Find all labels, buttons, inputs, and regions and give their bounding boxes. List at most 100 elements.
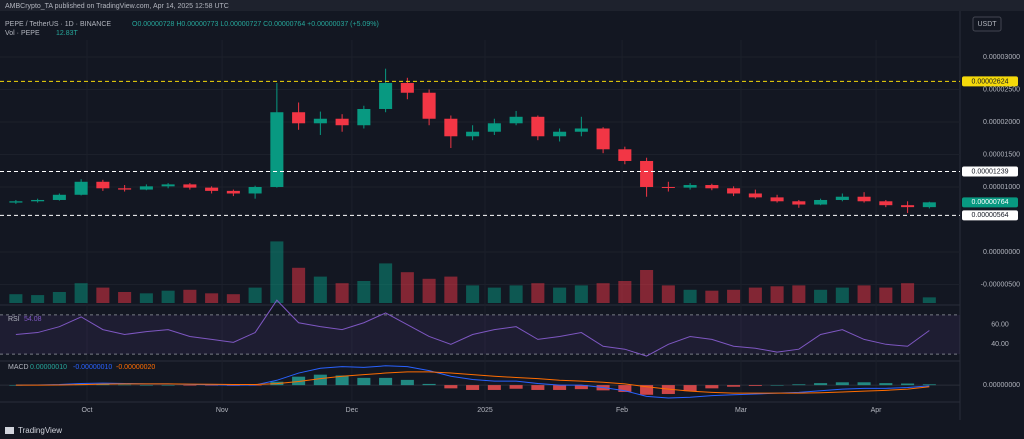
candle-body <box>553 131 567 137</box>
publisher-bar <box>0 0 1024 11</box>
macd-value: -0.00000020 <box>116 364 155 371</box>
logo-icon <box>5 427 14 434</box>
histogram-bar <box>509 385 523 389</box>
histogram-bar <box>618 385 632 392</box>
histogram-bar <box>379 377 393 386</box>
volume-bar <box>618 281 632 303</box>
volume-bar <box>248 287 262 303</box>
vol-value: 12.83T <box>56 30 79 37</box>
currency[interactable]: USDT <box>977 21 997 28</box>
footer-logo[interactable]: TradingView <box>18 426 62 435</box>
volume-bar <box>96 287 110 303</box>
candle-body <box>596 128 610 150</box>
volume-bar <box>792 285 806 303</box>
candle-body <box>705 185 719 189</box>
histogram-bar <box>400 379 414 386</box>
candle-body <box>118 188 132 190</box>
level-tag <box>962 210 1018 221</box>
candle-body <box>52 194 66 200</box>
last-price-label: 0.00000764 <box>972 199 1009 206</box>
volume-bar <box>509 285 523 303</box>
candle-body <box>640 160 654 187</box>
volume-bar <box>292 267 306 303</box>
candle-body <box>400 82 414 93</box>
histogram-bar <box>640 385 654 395</box>
ohlc: O0.00000728 H0.00000773 L0.00000727 C0.0… <box>132 21 379 28</box>
level-label: 0.00000564 <box>972 212 1009 219</box>
candle-body <box>9 201 23 203</box>
histogram-bar <box>139 385 153 386</box>
histogram-bar <box>901 383 915 386</box>
publisher: AMBCrypto_TA published on TradingView.co… <box>5 3 229 10</box>
candle-body <box>444 118 458 137</box>
candle-body <box>205 187 219 191</box>
volume-bar <box>727 289 741 303</box>
candle-body <box>292 112 306 124</box>
level-tag <box>962 76 1018 87</box>
volume-bar <box>139 293 153 303</box>
volume-bar <box>814 289 828 303</box>
x-tick-label: Nov <box>216 407 229 414</box>
volume-bar <box>379 263 393 303</box>
macd-title: MACD <box>8 364 29 371</box>
candle-body <box>683 185 697 188</box>
rsi-title: RSI <box>8 316 20 323</box>
histogram-bar <box>705 385 719 389</box>
candle-body <box>879 201 893 206</box>
volume-bar <box>161 290 175 303</box>
level-label: 0.00001239 <box>972 168 1009 175</box>
candle-body <box>139 186 153 190</box>
volume-bar <box>531 283 545 303</box>
candle-body <box>857 196 871 202</box>
histogram-bar <box>683 385 697 392</box>
histogram-bar <box>313 374 327 386</box>
candle-body <box>161 184 175 187</box>
histogram-bar <box>487 385 501 390</box>
volume-bar <box>574 285 588 303</box>
rsi-line <box>15 299 930 357</box>
candle-body <box>792 201 806 205</box>
candle-body <box>183 184 197 188</box>
candle-body <box>901 205 915 208</box>
x-tick-label: Apr <box>871 407 883 414</box>
histogram-bar <box>922 384 936 386</box>
y-tick-label: 0.00003000 <box>983 54 1020 61</box>
histogram-bar <box>357 377 371 386</box>
candle-body <box>357 108 371 126</box>
histogram-bar <box>466 385 480 390</box>
macd-line <box>15 371 930 394</box>
candle-body <box>96 181 110 189</box>
y-tick-label: -0.00000500 <box>981 281 1020 288</box>
candle-body <box>748 193 762 198</box>
volume-bar <box>683 289 697 303</box>
volume-bar <box>466 285 480 303</box>
volume-bar <box>640 270 654 303</box>
y-tick-label: 0.00001000 <box>983 184 1020 191</box>
volume-bar <box>922 297 936 303</box>
y-tick-label: 0.00002500 <box>983 86 1020 93</box>
histogram-bar <box>335 375 349 386</box>
candle-body <box>814 199 828 205</box>
y-tick-label: 0.00001500 <box>983 151 1020 158</box>
histogram-bar <box>205 385 219 386</box>
volume-bar <box>9 294 23 303</box>
histogram-bar <box>444 385 458 389</box>
symbol: PEPE / TetherUS · 1D · BINANCE <box>5 21 111 28</box>
volume-bar <box>835 287 849 303</box>
histogram-bar <box>531 385 545 390</box>
histogram-bar <box>161 385 175 386</box>
candle-body <box>835 196 849 200</box>
candle-body <box>574 128 588 132</box>
volume-bar <box>226 294 240 303</box>
histogram-bar <box>574 385 588 390</box>
volume-bar <box>205 293 219 303</box>
volume-bar <box>857 285 871 303</box>
histogram-bar <box>879 383 893 386</box>
x-tick-label: Oct <box>82 407 93 414</box>
histogram-bar <box>553 385 567 390</box>
volume-bar <box>770 286 784 303</box>
histogram-bar <box>422 383 436 386</box>
volume-bar <box>74 283 88 303</box>
currency-box[interactable] <box>972 16 1002 32</box>
